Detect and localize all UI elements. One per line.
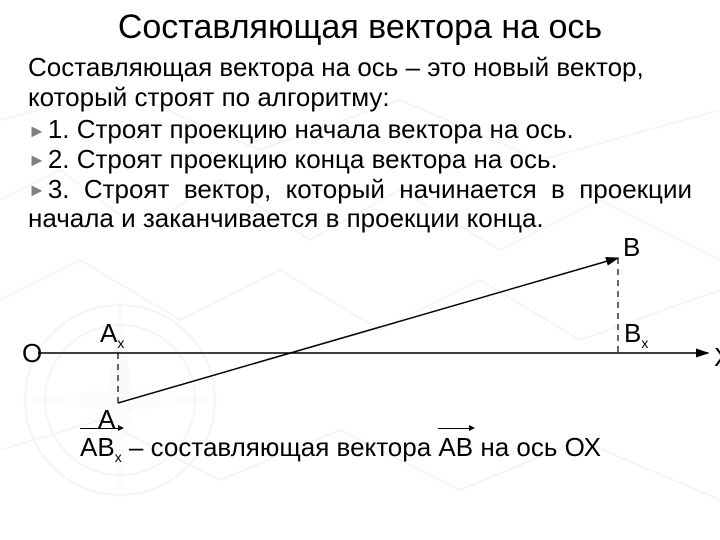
intro-text: Составляющая вектора на ось – это новый …	[28, 53, 692, 113]
label-bx: Вx	[624, 318, 648, 351]
vector-diagram: О X А В Аx Вx	[28, 238, 692, 438]
vector-ab-symbol: АВ	[438, 432, 473, 463]
marker-icon: ►	[28, 150, 46, 171]
label-ax: Аx	[100, 318, 124, 351]
label-x: X	[714, 342, 720, 373]
vector-ab	[118, 258, 618, 403]
slide-title: Составляющая вектора на ось	[28, 8, 692, 47]
step-3: ►3. Строят вектор, который начинается в …	[28, 175, 692, 235]
label-a: А	[98, 404, 115, 435]
label-b: В	[623, 232, 640, 263]
label-o: О	[22, 338, 42, 369]
marker-icon: ►	[28, 180, 46, 201]
diagram-svg	[28, 238, 720, 438]
step-2: ►2. Строят проекцию конца вектора на ось…	[28, 145, 692, 175]
vector-abx-symbol: АВx	[80, 432, 122, 465]
step-1: ►1. Строят проекцию начала вектора на ос…	[28, 115, 692, 145]
marker-icon: ►	[28, 121, 46, 142]
